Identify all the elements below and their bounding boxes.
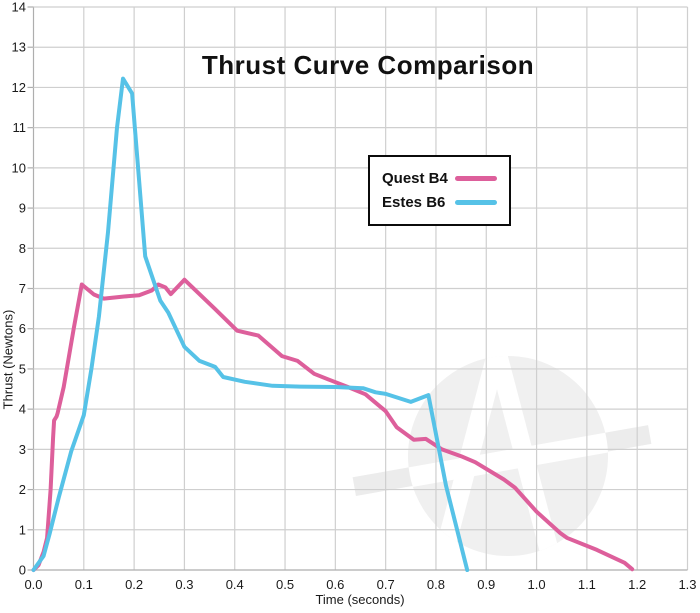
y-tick-label: 2 [19, 482, 26, 497]
legend-item-estes-b6: Estes B6 [382, 190, 497, 214]
chart-title: Thrust Curve Comparison [201, 50, 535, 80]
legend-label-quest-b4: Quest B4 [382, 169, 448, 187]
y-tick-label: 6 [19, 321, 26, 336]
x-tick-label: 0.1 [75, 577, 93, 592]
x-tick-label: 1.0 [528, 577, 546, 592]
x-axis-label: Time (seconds) [315, 592, 405, 607]
y-axis-label: Thrust (Newtons) [0, 309, 16, 410]
x-tick-label: 1.2 [628, 577, 646, 592]
y-tick-label: 14 [12, 0, 26, 15]
x-tick-label: 0.9 [477, 577, 495, 592]
series-line-estes-b6 [31, 76, 470, 572]
x-tick-label: 0.0 [24, 577, 42, 592]
legend-swatch-estes-b6 [455, 199, 497, 205]
x-tick-label: 0.7 [377, 577, 395, 592]
y-tick-label: 8 [19, 241, 26, 256]
y-tick-label: 4 [19, 402, 26, 417]
legend-item-quest-b4: Quest B4 [382, 166, 497, 190]
legend: Quest B4 Estes B6 [368, 155, 511, 226]
x-tick-label: 1.1 [578, 577, 596, 592]
x-tick-label: 0.3 [175, 577, 193, 592]
logo-watermark [352, 356, 652, 556]
x-tick-label: 0.5 [276, 577, 294, 592]
series-line-quest-b4 [31, 277, 635, 572]
y-tick-label: 12 [12, 80, 26, 95]
y-tick-label: 3 [19, 442, 26, 457]
tick-labels: 0.0 0.1 0.2 0.3 0.4 0.5 0.6 0.7 0.8 0.9 1.0 1.1 1.2 1… [12, 0, 697, 592]
y-tick-label: 10 [12, 160, 26, 175]
legend-swatch-quest-b4 [455, 175, 497, 181]
y-tick-label: 5 [19, 361, 26, 376]
y-tick-label: 9 [19, 201, 26, 216]
y-tick-label: 11 [13, 120, 27, 135]
y-tick-label: 7 [19, 281, 26, 296]
y-tick-label: 0 [19, 563, 26, 578]
y-tick-label: 13 [12, 40, 26, 55]
y-tick-label: 1 [19, 522, 26, 537]
x-tick-label: 1.3 [678, 577, 696, 592]
legend-label-estes-b6: Estes B6 [382, 193, 446, 211]
x-tick-label: 0.2 [125, 577, 143, 592]
x-tick-label: 0.6 [326, 577, 344, 592]
x-tick-label: 0.8 [427, 577, 445, 592]
x-tick-label: 0.4 [226, 577, 244, 592]
